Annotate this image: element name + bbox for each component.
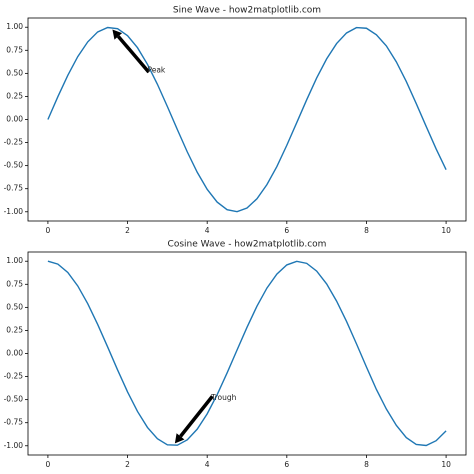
- y-tick-label: -0.25: [4, 138, 24, 147]
- x-tick-label: 6: [284, 460, 289, 469]
- y-tick-label: 1.00: [6, 256, 23, 265]
- x-tick-label: 10: [441, 226, 451, 235]
- y-tick-label: 0.50: [6, 68, 23, 77]
- x-tick-label: 2: [125, 460, 130, 469]
- annotation-arrow-head: [174, 433, 185, 444]
- annotation-arrow-head: [112, 29, 123, 40]
- line: [47, 260, 447, 447]
- annotation-text: Trough: [210, 393, 237, 402]
- x-tick-label: 0: [46, 226, 51, 235]
- x-tick-label: 4: [205, 226, 210, 235]
- line: [47, 26, 447, 213]
- plot-frame: [27, 17, 467, 222]
- x-tick-label: 2: [125, 226, 130, 235]
- x-tick-label: 0: [46, 460, 51, 469]
- annotation-arrow-shaft: [116, 35, 151, 74]
- y-tick-label: -0.75: [4, 184, 24, 193]
- plot-frame: [27, 251, 467, 456]
- annotation-text: Peak: [147, 66, 165, 75]
- x-tick-label: 8: [364, 226, 369, 235]
- x-tick-label: 4: [205, 460, 210, 469]
- y-tick-label: 1.00: [6, 22, 23, 31]
- chart-title: Cosine Wave - how2matplotlib.com: [168, 240, 327, 250]
- y-tick-label: 0.75: [6, 279, 23, 288]
- y-tick-label: 0.50: [6, 302, 23, 311]
- y-tick-label: 0.25: [6, 91, 23, 100]
- y-tick-label: -0.75: [4, 418, 24, 427]
- y-tick-label: 0.00: [6, 115, 23, 124]
- x-tick-label: 6: [284, 226, 289, 235]
- y-tick-label: -1.00: [4, 441, 24, 450]
- y-tick-label: 0.00: [6, 349, 23, 358]
- y-tick-label: -1.00: [4, 207, 24, 216]
- y-tick-label: 0.75: [6, 45, 23, 54]
- y-tick-label: 0.25: [6, 325, 23, 334]
- x-tick-label: 8: [364, 460, 369, 469]
- chart-title: Sine Wave - how2matplotlib.com: [173, 6, 321, 16]
- y-tick-label: -0.50: [4, 395, 24, 404]
- annotation-arrow-shaft: [179, 395, 214, 438]
- y-tick-label: -0.25: [4, 372, 24, 381]
- x-tick-label: 10: [441, 460, 451, 469]
- y-tick-label: -0.50: [4, 161, 24, 170]
